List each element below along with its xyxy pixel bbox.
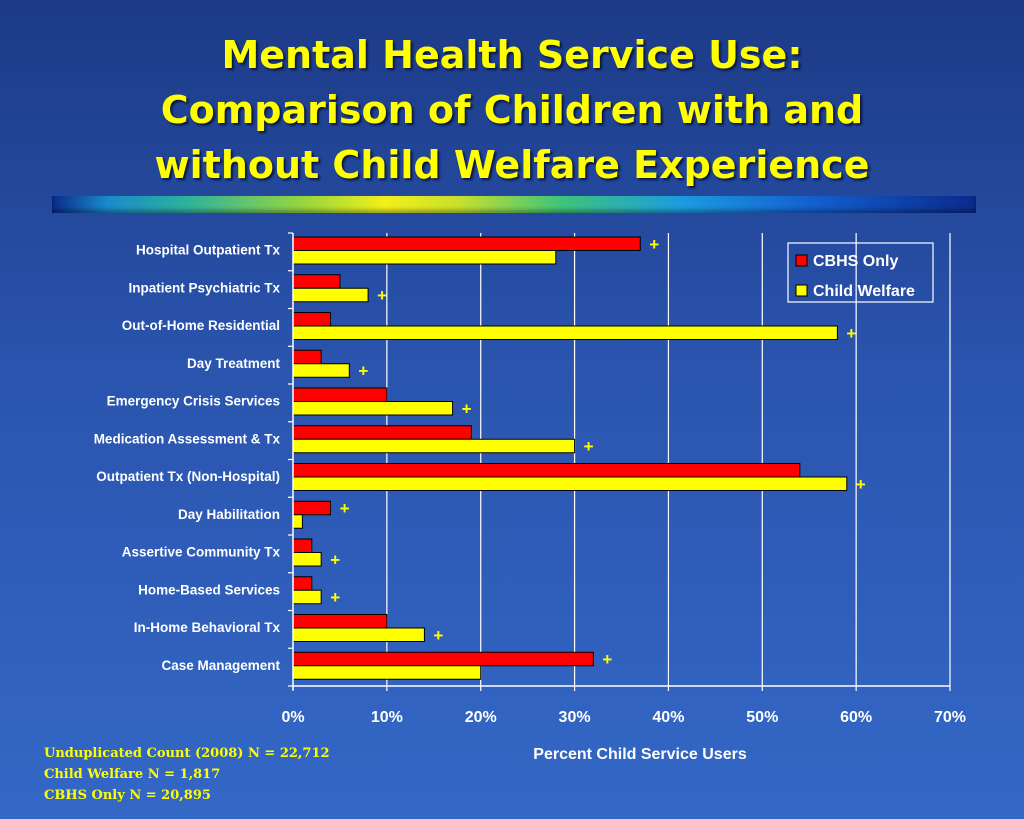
legend-swatch-child-welfare bbox=[795, 284, 808, 297]
category-label: In-Home Behavioral Tx bbox=[134, 620, 281, 635]
significance-marker: + bbox=[358, 362, 368, 381]
bar-child-welfare bbox=[292, 627, 425, 642]
bar-cbhs-only bbox=[292, 349, 322, 365]
significance-marker: + bbox=[856, 475, 866, 494]
decorative-rainbow-bar bbox=[52, 196, 976, 213]
bar-cbhs-only bbox=[292, 387, 388, 402]
category-label: Home-Based Services bbox=[138, 582, 280, 597]
bar-cbhs-only bbox=[292, 312, 332, 327]
category-label: Assertive Community Tx bbox=[122, 545, 281, 560]
x-tick-label: 40% bbox=[652, 709, 684, 726]
x-tick-label: 0% bbox=[281, 709, 304, 726]
category-label: Outpatient Tx (Non-Hospital) bbox=[96, 469, 280, 484]
bar-child-welfare bbox=[292, 325, 838, 340]
category-label: Day Habilitation bbox=[178, 507, 280, 522]
category-label: Emergency Crisis Services bbox=[107, 394, 280, 409]
legend-swatch-cbhs-only bbox=[795, 254, 808, 267]
bar-cbhs-only bbox=[292, 651, 594, 667]
category-label: Out-of-Home Residential bbox=[122, 318, 280, 333]
bar-cbhs-only bbox=[292, 236, 641, 251]
footnotes: Unduplicated Count (2008) N = 22,712 Chi… bbox=[44, 743, 330, 806]
title-line-2: Comparison of Children with and bbox=[160, 88, 864, 132]
significance-marker: + bbox=[377, 286, 387, 305]
x-tick-label: 30% bbox=[559, 709, 591, 726]
bar-child-welfare bbox=[292, 514, 303, 529]
category-label: Medication Assessment & Tx bbox=[94, 431, 281, 446]
significance-marker: + bbox=[602, 650, 612, 669]
bar-cbhs-only bbox=[292, 614, 388, 629]
bar-child-welfare bbox=[292, 438, 576, 454]
significance-marker: + bbox=[340, 499, 350, 518]
title-line-3: without Child Welfare Experience bbox=[154, 143, 870, 187]
bar-cbhs-only bbox=[292, 463, 801, 478]
bar-child-welfare bbox=[292, 476, 848, 491]
footnote-total-count: Unduplicated Count (2008) N = 22,712 bbox=[44, 746, 330, 761]
category-label: Inpatient Psychiatric Tx bbox=[128, 280, 280, 295]
bar-cbhs-only bbox=[292, 500, 332, 516]
significance-marker: + bbox=[330, 588, 340, 607]
significance-marker: + bbox=[462, 399, 472, 418]
bar-cbhs-only bbox=[292, 274, 341, 289]
x-tick-label: 50% bbox=[746, 709, 778, 726]
legend-label-child-welfare: Child Welfare bbox=[813, 283, 915, 300]
x-tick-label: 70% bbox=[934, 709, 966, 726]
title-line-1: Mental Health Service Use: bbox=[221, 33, 803, 77]
significance-marker: + bbox=[330, 550, 340, 569]
footnote-child-welfare-count: Child Welfare N = 1,817 bbox=[44, 767, 221, 782]
bar-child-welfare bbox=[292, 287, 369, 303]
significance-marker: + bbox=[649, 235, 659, 254]
bar-child-welfare bbox=[292, 552, 322, 567]
x-axis-label: Percent Child Service Users bbox=[533, 746, 747, 763]
bar-child-welfare bbox=[292, 665, 482, 680]
significance-marker: + bbox=[846, 324, 856, 343]
x-tick-label: 20% bbox=[465, 709, 497, 726]
bar-cbhs-only bbox=[292, 538, 313, 553]
footnote-cbhs-count: CBHS Only N = 20,895 bbox=[44, 788, 211, 803]
significance-marker: + bbox=[584, 437, 594, 456]
bar-child-welfare bbox=[292, 589, 322, 605]
x-tick-label: 60% bbox=[840, 709, 872, 726]
bar-child-welfare bbox=[292, 401, 454, 416]
legend-box bbox=[787, 242, 934, 303]
significance-marker: + bbox=[433, 626, 443, 645]
chart-title: Mental Health Service Use: Comparison of… bbox=[40, 28, 984, 193]
bar-child-welfare bbox=[292, 363, 350, 378]
category-label: Case Management bbox=[161, 658, 280, 673]
legend-label-cbhs-only: CBHS Only bbox=[813, 253, 898, 270]
category-label: Hospital Outpatient Tx bbox=[136, 243, 280, 258]
bar-child-welfare bbox=[292, 250, 557, 265]
x-tick-label: 10% bbox=[371, 709, 403, 726]
bar-cbhs-only bbox=[292, 576, 313, 591]
bar-cbhs-only bbox=[292, 425, 472, 440]
category-label: Day Treatment bbox=[187, 356, 281, 371]
